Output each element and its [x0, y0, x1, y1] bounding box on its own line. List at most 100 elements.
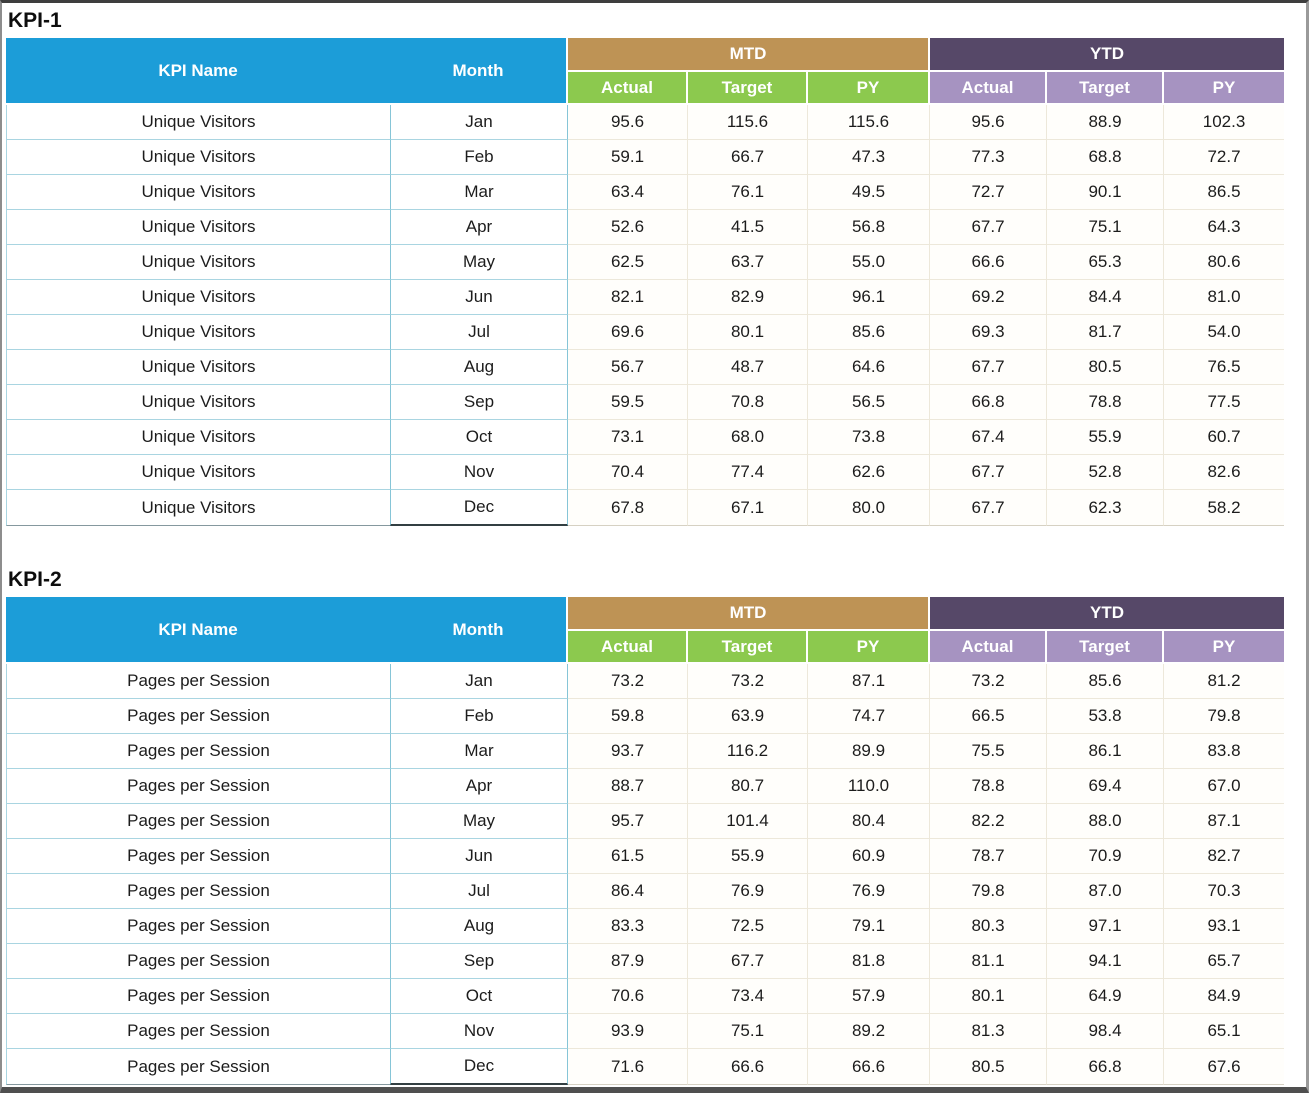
ytd-target-cell: 94.1 [1047, 944, 1165, 979]
kpi-name-cell: Pages per Session [6, 804, 390, 839]
kpi-name-cell: Pages per Session [6, 664, 390, 699]
ytd-target-cell: 88.0 [1047, 804, 1165, 839]
ytd-target-cell: 69.4 [1047, 769, 1165, 804]
month-cell: Apr [390, 210, 568, 245]
ytd-actual-header: Actual [930, 631, 1048, 664]
kpi-name-column-header: KPI Name [6, 38, 390, 105]
mtd-actual-cell: 95.6 [568, 105, 688, 140]
mtd-py-cell: 80.0 [808, 490, 931, 526]
kpi-name-cell: Unique Visitors [6, 105, 390, 140]
ytd-target-cell: 87.0 [1047, 874, 1165, 909]
mtd-target-cell: 70.8 [688, 385, 808, 420]
mtd-target-cell: 101.4 [688, 804, 808, 839]
ytd-py-cell: 102.3 [1164, 105, 1285, 140]
ytd-py-cell: 83.8 [1164, 734, 1285, 769]
mtd-py-cell: 64.6 [808, 350, 931, 385]
mtd-actual-cell: 82.1 [568, 280, 688, 315]
ytd-group-header: YTD [930, 597, 1285, 631]
ytd-py-cell: 65.7 [1164, 944, 1285, 979]
mtd-target-cell: 116.2 [688, 734, 808, 769]
ytd-target-cell: 85.6 [1047, 664, 1165, 699]
month-cell: Nov [390, 1014, 568, 1049]
mtd-actual-cell: 52.6 [568, 210, 688, 245]
kpi-name-cell: Unique Visitors [6, 420, 390, 455]
ytd-py-cell: 93.1 [1164, 909, 1285, 944]
table-row: Unique Visitors Feb 59.1 66.7 47.3 77.3 68.8 72… [6, 140, 1285, 175]
mtd-py-cell: 87.1 [808, 664, 931, 699]
mtd-py-header: PY [808, 631, 931, 664]
table-row: Pages per Session Jul 86.4 76.9 76.9 79.8 87.0… [6, 874, 1285, 909]
ytd-target-cell: 86.1 [1047, 734, 1165, 769]
kpi-name-cell: Pages per Session [6, 909, 390, 944]
month-cell: Feb [390, 140, 568, 175]
ytd-py-cell: 76.5 [1164, 350, 1285, 385]
ytd-py-header: PY [1164, 631, 1285, 664]
ytd-target-cell: 97.1 [1047, 909, 1165, 944]
table-row: Unique Visitors May 62.5 63.7 55.0 66.6 65.3 80… [6, 245, 1285, 280]
ytd-py-cell: 82.6 [1164, 455, 1285, 490]
mtd-py-cell: 73.8 [808, 420, 931, 455]
mtd-py-cell: 49.5 [808, 175, 931, 210]
ytd-target-cell: 75.1 [1047, 210, 1165, 245]
mtd-py-cell: 60.9 [808, 839, 931, 874]
sub-header-row: Actual Target PY Actual Target PY [6, 631, 1285, 664]
table-row: Pages per Session Oct 70.6 73.4 57.9 80.1 64.9… [6, 979, 1285, 1014]
ytd-target-cell: 81.7 [1047, 315, 1165, 350]
ytd-actual-cell: 69.2 [930, 280, 1048, 315]
ytd-target-cell: 52.8 [1047, 455, 1165, 490]
month-cell: Jul [390, 315, 568, 350]
ytd-target-cell: 90.1 [1047, 175, 1165, 210]
mtd-py-cell: 81.8 [808, 944, 931, 979]
kpi-name-cell: Unique Visitors [6, 210, 390, 245]
mtd-py-cell: 47.3 [808, 140, 931, 175]
ytd-target-cell: 98.4 [1047, 1014, 1165, 1049]
mtd-target-cell: 72.5 [688, 909, 808, 944]
ytd-actual-cell: 81.1 [930, 944, 1048, 979]
mtd-actual-cell: 71.6 [568, 1049, 688, 1085]
ytd-actual-cell: 75.5 [930, 734, 1048, 769]
kpi-name-cell: Unique Visitors [6, 140, 390, 175]
mtd-target-cell: 73.2 [688, 664, 808, 699]
mtd-py-cell: 66.6 [808, 1049, 931, 1085]
kpi-name-cell: Unique Visitors [6, 455, 390, 490]
mtd-py-cell: 89.2 [808, 1014, 931, 1049]
mtd-py-cell: 115.6 [808, 105, 931, 140]
mtd-target-header: Target [688, 72, 808, 105]
mtd-actual-cell: 73.2 [568, 664, 688, 699]
ytd-actual-header: Actual [930, 72, 1048, 105]
month-cell: Jan [390, 105, 568, 140]
sub-header-row: Actual Target PY Actual Target PY [6, 72, 1285, 105]
table-row: Pages per Session Nov 93.9 75.1 89.2 81.3 98.4… [6, 1014, 1285, 1049]
kpi-name-cell: Pages per Session [6, 1014, 390, 1049]
month-cell: Sep [390, 944, 568, 979]
mtd-target-cell: 80.7 [688, 769, 808, 804]
ytd-actual-cell: 80.1 [930, 979, 1048, 1014]
ytd-target-cell: 78.8 [1047, 385, 1165, 420]
mtd-py-cell: 56.8 [808, 210, 931, 245]
ytd-py-cell: 54.0 [1164, 315, 1285, 350]
ytd-py-header: PY [1164, 72, 1285, 105]
table-row: Pages per Session Mar 93.7 116.2 89.9 75.5 86.… [6, 734, 1285, 769]
ytd-target-header: Target [1047, 631, 1165, 664]
mtd-actual-cell: 62.5 [568, 245, 688, 280]
ytd-target-cell: 66.8 [1047, 1049, 1165, 1085]
kpi-name-column-header: KPI Name [6, 597, 390, 664]
month-column-header: Month [390, 38, 568, 105]
ytd-actual-cell: 77.3 [930, 140, 1048, 175]
group-header-row: KPI Name Month MTD YTD [6, 38, 1285, 105]
table-row: Pages per Session Apr 88.7 80.7 110.0 78.8 69.… [6, 769, 1285, 804]
ytd-py-cell: 58.2 [1164, 490, 1285, 526]
mtd-actual-header: Actual [568, 631, 688, 664]
mtd-actual-header: Actual [568, 72, 688, 105]
mtd-group-header: MTD [568, 38, 931, 72]
ytd-actual-cell: 79.8 [930, 874, 1048, 909]
mtd-target-cell: 73.4 [688, 979, 808, 1014]
ytd-py-cell: 81.2 [1164, 664, 1285, 699]
table-row: Pages per Session Jan 73.2 73.2 87.1 73.2 85.6… [6, 664, 1285, 699]
mtd-actual-cell: 86.4 [568, 874, 688, 909]
mtd-target-cell: 82.9 [688, 280, 808, 315]
ytd-py-cell: 64.3 [1164, 210, 1285, 245]
mtd-actual-cell: 67.8 [568, 490, 688, 526]
ytd-py-cell: 60.7 [1164, 420, 1285, 455]
mtd-target-cell: 55.9 [688, 839, 808, 874]
